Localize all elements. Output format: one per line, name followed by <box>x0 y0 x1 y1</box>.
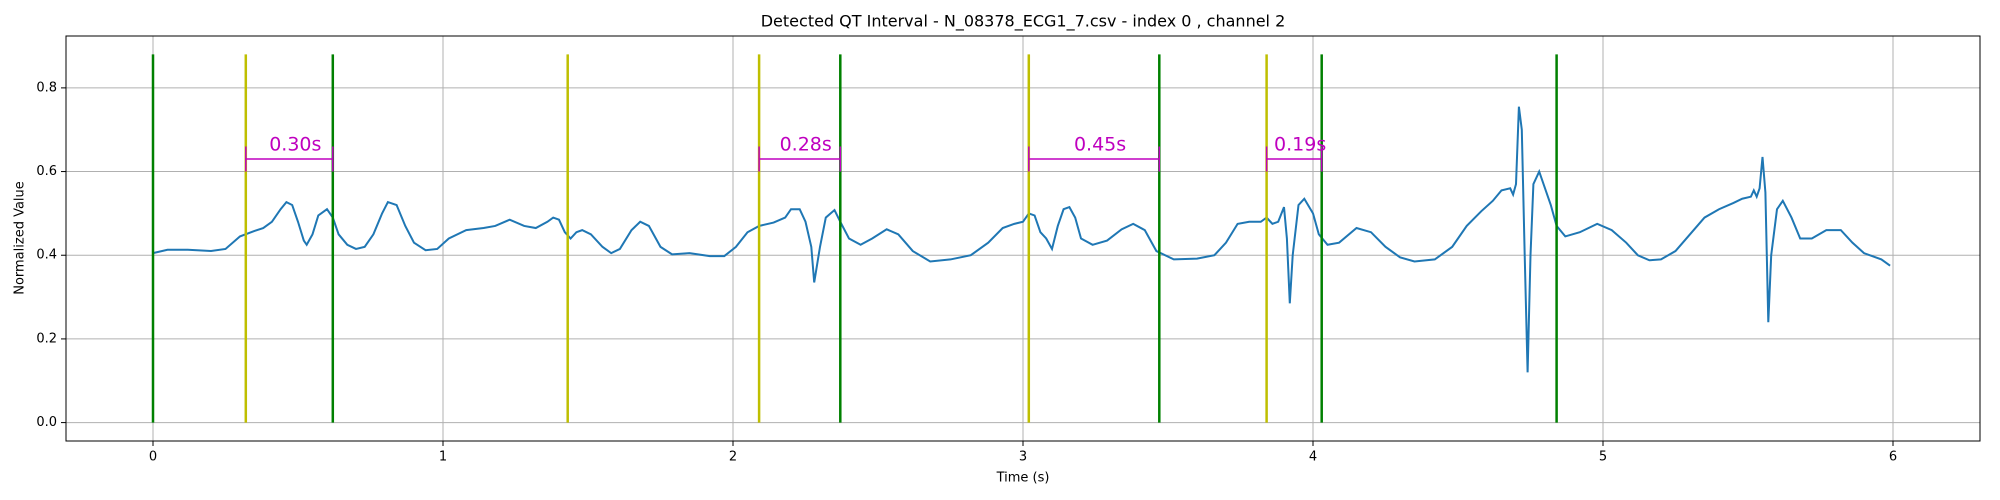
interval-label: 0.19s <box>1274 134 1326 156</box>
y-tick-label: 0.8 <box>36 80 57 95</box>
y-tick-label: 0.2 <box>36 331 57 346</box>
x-tick-label: 0 <box>149 450 157 465</box>
y-tick-label: 0.0 <box>36 415 57 430</box>
plot-frame <box>65 35 1981 442</box>
interval-label: 0.45s <box>1074 134 1126 156</box>
x-tick-label: 2 <box>729 450 737 465</box>
interval-label: 0.30s <box>269 134 321 156</box>
x-tick-label: 1 <box>439 450 447 465</box>
y-tick-label: 0.4 <box>36 248 57 263</box>
interval-bracket <box>1028 146 1161 172</box>
y-tick-label: 0.6 <box>36 164 57 179</box>
interval-label: 0.28s <box>780 134 832 156</box>
interval-bracket <box>758 146 842 172</box>
interval-bracket <box>245 146 334 172</box>
signal-line <box>152 106 1891 373</box>
chart-title: Detected QT Interval - N_08378_ECG1_7.cs… <box>761 12 1286 32</box>
x-axis-label: Time (s) <box>996 471 1050 486</box>
x-tick-label: 3 <box>1019 450 1027 465</box>
y-axis-label: Normalized Value <box>13 181 28 295</box>
x-tick-label: 6 <box>1889 450 1897 465</box>
x-tick-label: 5 <box>1599 450 1607 465</box>
interval-bracket <box>1265 146 1323 172</box>
x-tick-label: 4 <box>1309 450 1317 465</box>
